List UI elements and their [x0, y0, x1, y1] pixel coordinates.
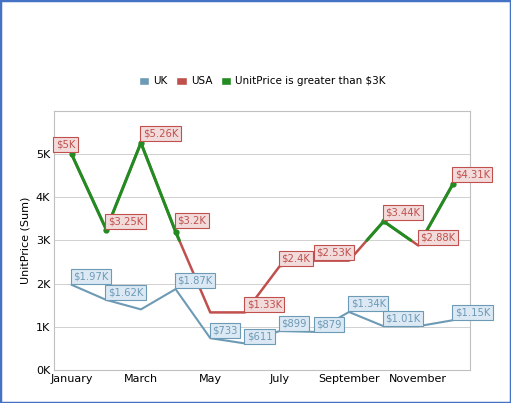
Text: $2.88K: $2.88K	[420, 233, 455, 242]
Text: $1.01K: $1.01K	[385, 314, 421, 324]
Text: $3.25K: $3.25K	[108, 216, 143, 226]
Text: $1.87K: $1.87K	[177, 276, 213, 285]
Legend: UK, USA, UnitPrice is greater than $3K: UK, USA, UnitPrice is greater than $3K	[135, 72, 390, 90]
Text: $3.44K: $3.44K	[385, 208, 421, 218]
Text: $1.97K: $1.97K	[73, 271, 109, 281]
Text: $2.4K: $2.4K	[282, 253, 310, 263]
Text: $2.53K: $2.53K	[316, 247, 351, 258]
Text: $611: $611	[247, 331, 272, 341]
Y-axis label: UnitPrice (Sum): UnitPrice (Sum)	[20, 197, 30, 284]
Text: $879: $879	[316, 320, 341, 330]
Text: $733: $733	[212, 326, 238, 336]
Text: $1.33K: $1.33K	[247, 299, 282, 309]
Text: $1.34K: $1.34K	[351, 298, 386, 308]
Text: $899: $899	[282, 319, 307, 329]
Text: $5K: $5K	[56, 139, 75, 150]
Text: $3.2K: $3.2K	[177, 215, 206, 225]
Text: $1.15K: $1.15K	[455, 308, 490, 318]
Text: $5.26K: $5.26K	[143, 129, 178, 138]
Text: $4.31K: $4.31K	[455, 169, 490, 179]
Text: $1.62K: $1.62K	[108, 288, 144, 297]
